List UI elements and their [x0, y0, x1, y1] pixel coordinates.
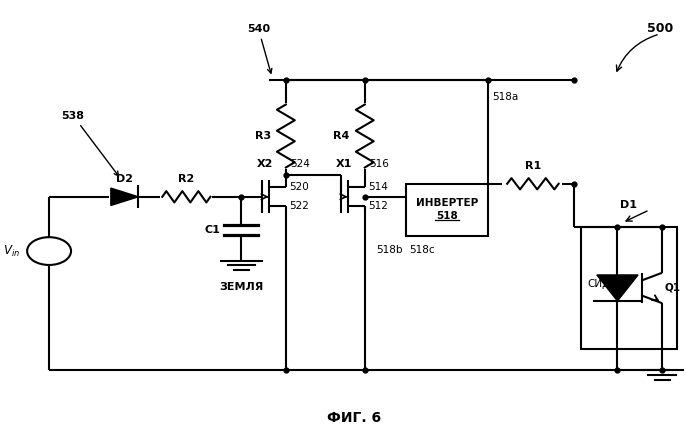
Text: 520: 520	[289, 182, 309, 192]
Text: СИД: СИД	[588, 279, 611, 289]
Text: 518: 518	[436, 212, 458, 221]
Text: $V_{in}$: $V_{in}$	[3, 243, 20, 259]
Text: ЗЕМЛЯ: ЗЕМЛЯ	[219, 282, 264, 292]
Text: 518a: 518a	[491, 92, 518, 102]
Text: 524: 524	[291, 159, 310, 169]
Text: R3: R3	[254, 131, 271, 141]
Text: 516: 516	[370, 159, 389, 169]
Text: R1: R1	[525, 161, 541, 171]
Text: 514: 514	[368, 182, 388, 192]
Text: ИНВЕРТЕР: ИНВЕРТЕР	[416, 198, 478, 208]
FancyBboxPatch shape	[581, 227, 677, 349]
Text: X1: X1	[336, 159, 352, 169]
Text: 500: 500	[647, 22, 673, 35]
Text: 538: 538	[62, 111, 119, 176]
Text: 540: 540	[247, 24, 272, 73]
Text: Q1: Q1	[665, 283, 681, 293]
Text: 512: 512	[368, 201, 388, 212]
FancyBboxPatch shape	[406, 184, 489, 236]
Text: 522: 522	[289, 201, 309, 212]
Text: 518b: 518b	[376, 245, 403, 255]
Text: D1: D1	[621, 200, 637, 210]
Text: X2: X2	[257, 159, 273, 169]
Text: R2: R2	[178, 174, 194, 184]
Text: D2: D2	[116, 174, 133, 184]
Text: ФИГ. 6: ФИГ. 6	[327, 411, 382, 425]
Polygon shape	[597, 275, 638, 301]
Polygon shape	[111, 188, 138, 205]
Text: C1: C1	[205, 225, 221, 235]
Text: R4: R4	[333, 131, 350, 141]
Text: 518c: 518c	[410, 245, 435, 255]
